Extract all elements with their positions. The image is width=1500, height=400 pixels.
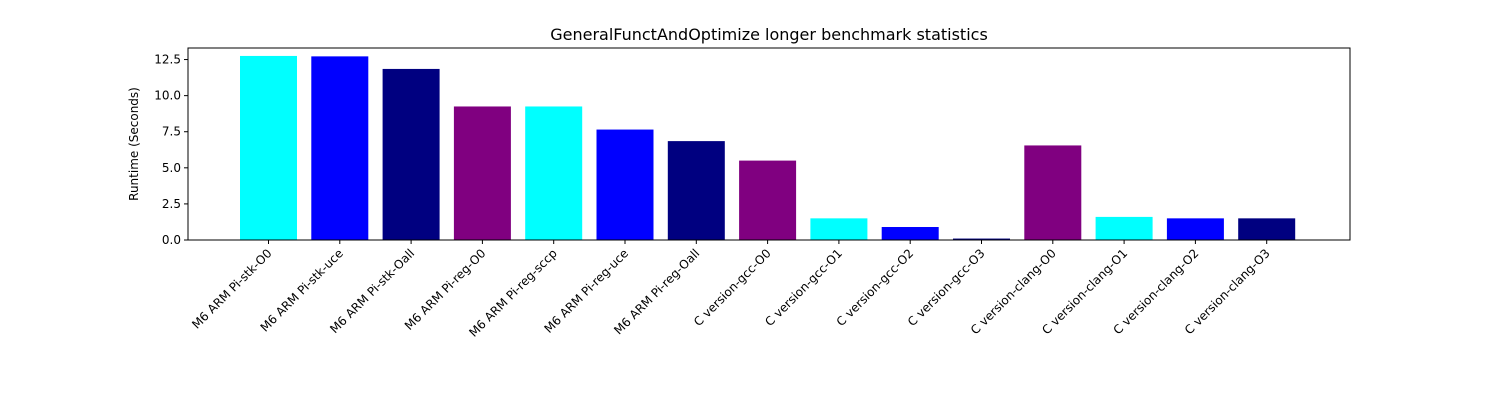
x-tick-label: C version-gcc-O3 xyxy=(905,246,988,329)
bar-9 xyxy=(881,227,939,240)
bar-6 xyxy=(667,141,725,240)
y-tick-label: 0.0 xyxy=(162,233,181,247)
bars-group xyxy=(240,55,1296,241)
bar-1 xyxy=(311,56,369,241)
y-tick-label: 7.5 xyxy=(162,125,181,139)
bar-2 xyxy=(382,68,440,241)
y-tick-label: 12.5 xyxy=(154,53,181,67)
bar-11 xyxy=(1024,145,1082,240)
bar-4 xyxy=(525,106,583,240)
y-tick-label: 2.5 xyxy=(162,197,181,211)
plot-frame xyxy=(187,47,1351,241)
bar-13 xyxy=(1166,218,1224,240)
bar-0 xyxy=(240,55,297,240)
y-tick-label: 5.0 xyxy=(162,161,181,175)
x-tick-label: C version-gcc-O0 xyxy=(691,246,774,329)
y-tick-label: 10.0 xyxy=(154,89,181,103)
x-tick-label: C version-gcc-O2 xyxy=(834,246,917,329)
bar-10 xyxy=(953,238,1010,240)
chart-title: GeneralFunctAndOptimize longer benchmark… xyxy=(550,25,988,44)
bar-14 xyxy=(1238,218,1296,240)
y-axis: 0.0 2.5 5.0 7.5 10.0 12.5 xyxy=(154,53,188,247)
bar-12 xyxy=(1095,216,1153,240)
bar-3 xyxy=(453,106,511,240)
y-axis-label: Runtime (Seconds) xyxy=(127,87,141,201)
bar-5 xyxy=(596,129,654,240)
x-tick-label: C version-gcc-O1 xyxy=(762,246,845,329)
bar-8 xyxy=(810,218,868,240)
x-tick-label: M6 ARM Pi-stk-O0 xyxy=(189,246,274,331)
bar-7 xyxy=(739,160,797,240)
